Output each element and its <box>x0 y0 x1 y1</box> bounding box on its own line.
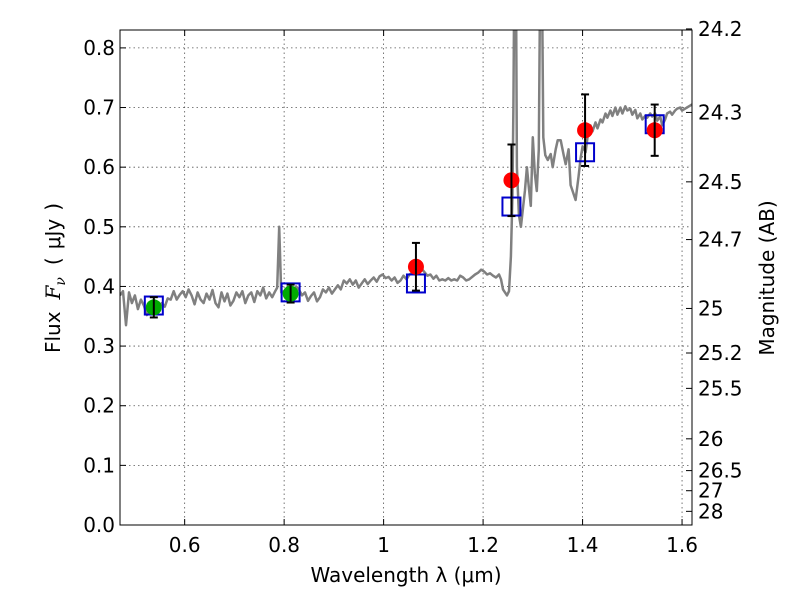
y-tick-label: 0.1 <box>83 453 115 477</box>
y-axis-label-unit: μJy <box>41 219 65 250</box>
y-axis-label-symbol: F <box>41 284 65 300</box>
x-tick-label: 1.4 <box>567 533 599 557</box>
magnitude-tick-label: 24.3 <box>698 100 743 124</box>
y-axis-label-subscript: ν <box>53 277 69 286</box>
y-axis-label: Flux Fν ( μJy) <box>41 203 69 353</box>
y-tick-label: 0.7 <box>83 96 115 120</box>
y-tick-label: 0.4 <box>83 274 115 298</box>
x-tick-label: 1.2 <box>467 533 499 557</box>
spectrum-line <box>120 30 692 327</box>
x-tick-label: 1.6 <box>666 533 698 557</box>
x-axis-label: Wavelength λ (μm) <box>310 563 501 587</box>
magnitude-tick-label: 24.5 <box>698 170 743 194</box>
plot-frame <box>119 29 693 526</box>
y-tick-label: 0.0 <box>83 513 115 537</box>
y2-axis-label: Magnitude (AB) <box>755 200 779 355</box>
y-tick-label: 0.5 <box>83 215 115 239</box>
plot-area <box>120 30 692 327</box>
x-tick-label: 0.8 <box>268 533 300 557</box>
y-axis-label-open-paren: ( <box>41 257 65 265</box>
y-tick-label: 0.3 <box>83 334 115 358</box>
magnitude-tick-label: 24.7 <box>698 228 743 252</box>
y-axis-label-prefix: Flux <box>41 311 65 353</box>
magnitude-tick-label: 26 <box>698 427 723 451</box>
magnitude-tick-label: 27 <box>698 479 723 503</box>
y-tick-label: 0.6 <box>83 155 115 179</box>
magnitude-tick-label: 25.5 <box>698 376 743 400</box>
magnitude-tick-label: 24.2 <box>698 17 743 41</box>
magnitude-tick-label: 28 <box>698 499 723 523</box>
magnitude-tick-label: 25 <box>698 296 723 320</box>
axis-ticks: 0.6 0.8 1 1.2 1.4 1.6 0.0 0.1 0.2 0.3 0.4 0.5 0.6 0.7… <box>83 17 742 557</box>
y-tick-label: 0.2 <box>83 394 115 418</box>
y-axis-label-close-paren: ) <box>41 203 65 211</box>
y-tick-label: 0.8 <box>83 36 115 60</box>
magnitude-tick-label: 25.2 <box>698 341 743 365</box>
magnitude-tick-label: 26.5 <box>698 459 743 483</box>
x-tick-label: 1 <box>377 533 390 557</box>
x-tick-label: 0.6 <box>169 533 201 557</box>
